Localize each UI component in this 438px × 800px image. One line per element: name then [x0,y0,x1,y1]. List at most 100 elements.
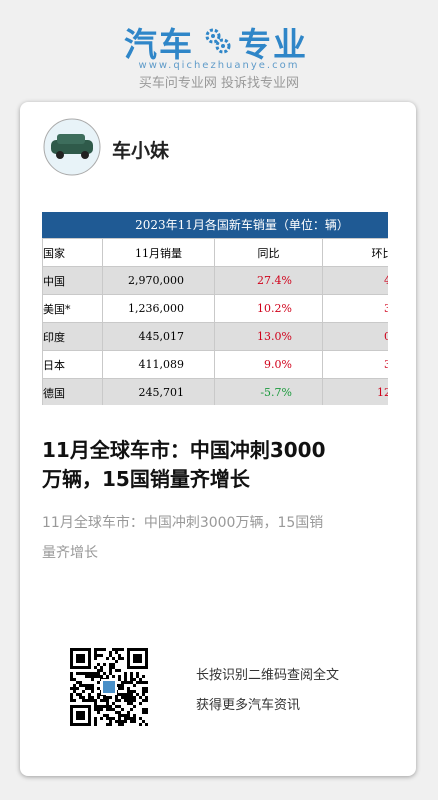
qr-cell [127,696,130,699]
qr-cell [127,702,130,705]
qr-cell [133,654,142,663]
qr-cell [136,693,139,696]
cell: 印度 [42,322,103,351]
qr-cell [121,714,124,717]
qr-cell [142,711,145,714]
qr-cell [85,672,88,675]
qr-cell [97,675,100,678]
qr-cell [103,663,106,666]
cell: 0.5% [322,322,388,351]
qr-cell [97,654,100,657]
qr-cell [88,675,91,678]
qr-cell [124,672,127,675]
qr-cell [112,708,115,711]
qr-cell [118,675,121,678]
qr-cell [142,720,145,723]
qr-cell [97,708,100,711]
qr-cell [91,690,94,693]
logo-right: 专业 [238,25,308,64]
qr-cell [82,684,85,687]
qr-cell [133,696,136,699]
cell: 2,970,000 [102,266,215,295]
qr-cell [106,657,109,660]
qr-cell [109,705,112,708]
qr-cell [100,654,103,657]
qr-cell [127,693,130,696]
qr-cell [97,696,100,699]
qr-cell [103,699,106,702]
qr-cell [130,696,133,699]
qr-cell [145,687,148,690]
qr-cell [142,690,145,693]
qr-cell [124,699,127,702]
qr-cell [73,684,76,687]
qr-cell [82,672,85,675]
qr-cell [133,714,136,717]
cell: 13.0% [214,322,323,351]
qr-cell [106,696,109,699]
qr-cell [106,717,109,720]
qr-cell [145,711,148,714]
qr-cell [112,663,115,666]
qr-cell [94,654,97,657]
qr-cell [70,693,73,696]
article-summary: 11月全球车市：中国冲刺3000万辆，15国销量齐增长 [42,515,324,561]
qr-cell [139,702,142,705]
qr-cell [79,693,82,696]
qr-cell [76,687,79,690]
qr-cell [133,717,136,720]
qr-cell [133,684,136,687]
qr-cell [73,699,76,702]
qr-cell [115,705,118,708]
qr-cell [94,705,97,708]
qr-cell [85,699,88,702]
qr-cell [94,699,97,702]
header-cell: 环比 [322,238,388,267]
qr-cell [85,675,88,678]
qr-cell [106,705,109,708]
qr-cell [118,654,121,657]
qr-cell [115,711,118,714]
qr-cell [133,720,136,723]
card: 车小妹 2023年11月各国新车销量（单位：辆） 国家 11月销量 同比 环比 … [20,102,416,776]
qr-cell [130,681,133,684]
qr-cell [142,708,145,711]
qr-cell [109,672,112,675]
qr-cell [145,723,148,726]
qr-cell [127,690,130,693]
qr-cell [97,687,100,690]
qr-cell [82,699,85,702]
qr-cell [70,675,73,678]
qr-cell [112,717,115,720]
qr-cell [70,678,73,681]
qr-cell [94,720,97,723]
header-cell: 国家 [42,238,103,267]
qr-cell [112,666,115,669]
qr-cell [139,678,142,681]
qr-cell [118,714,121,717]
article-title: 11月全球车市：中国冲刺3000万辆，15国销量齐增长 [42,438,326,491]
qr-cell [124,675,127,678]
qr-cell [130,675,133,678]
qr-cell [100,717,103,720]
qr-cell [76,654,85,663]
qr-cell [109,696,112,699]
qr-cell [73,687,76,690]
qr-cell [130,708,133,711]
qr-cell [100,705,103,708]
cell: 3.0% [322,294,388,323]
qr-cell [145,690,148,693]
header-cell: 同比 [214,238,323,267]
footer-line: 获得更多汽车资讯 [196,698,301,713]
qr-cell [91,678,94,681]
qr-cell [121,696,124,699]
table-title: 2023年11月各国新车销量（单位：辆） [42,212,388,238]
qr-cell [142,693,145,696]
qr-cell [85,684,88,687]
qr-cell [130,699,133,702]
